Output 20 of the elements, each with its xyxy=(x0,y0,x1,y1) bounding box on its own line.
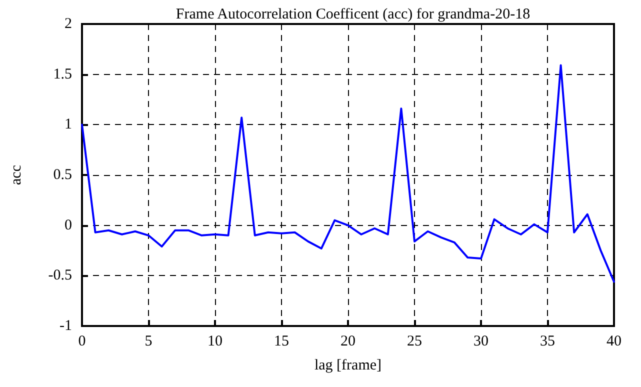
y-tick-label: -1 xyxy=(60,318,72,334)
y-tick-label: 1 xyxy=(64,116,72,133)
x-axis-title: lag [frame] xyxy=(314,358,382,374)
x-tick-label: 0 xyxy=(78,334,86,350)
x-tick-label: 15 xyxy=(274,334,289,350)
y-tick-label: 1.5 xyxy=(53,66,72,82)
x-tick-label: 35 xyxy=(540,334,555,350)
line-series xyxy=(81,64,615,283)
chart-title: Frame Autocorrelation Coefficent (acc) for grandma-20-18 xyxy=(176,6,530,22)
x-tick-label: 30 xyxy=(474,334,488,350)
y-tick-label: -0.5 xyxy=(48,268,72,284)
x-tick-label: 10 xyxy=(208,334,222,350)
y-tick-label: 0.5 xyxy=(53,167,72,183)
x-tick-label: 5 xyxy=(144,334,152,350)
x-tick-label: 40 xyxy=(606,334,622,350)
y-tick-label: 2 xyxy=(64,16,72,32)
y-axis-title: acc xyxy=(8,164,24,185)
y-tick-label: 0 xyxy=(64,217,72,234)
x-tick-label: 25 xyxy=(407,334,422,350)
x-tick-label: 20 xyxy=(340,334,356,350)
